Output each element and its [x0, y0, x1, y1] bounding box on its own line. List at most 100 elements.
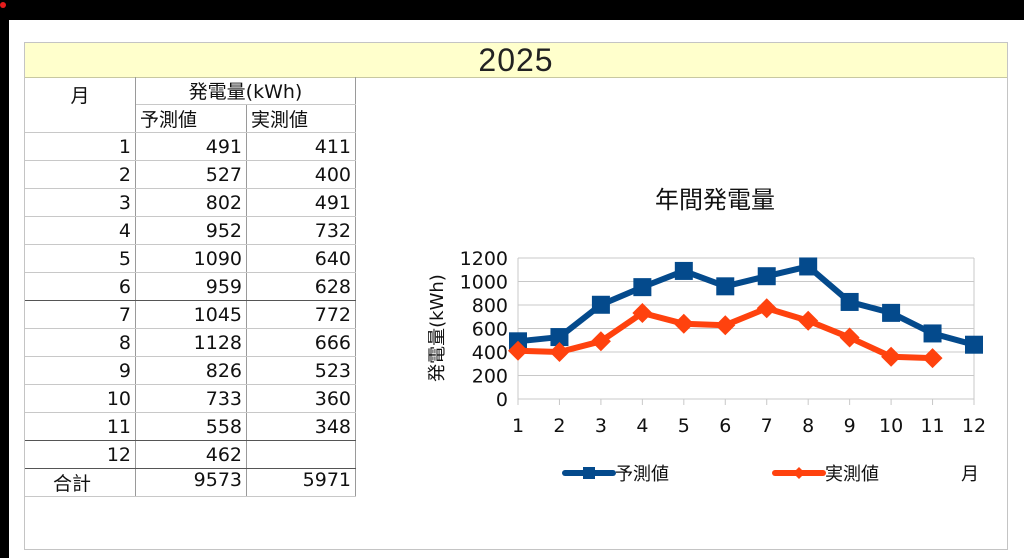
- x-tick-label: 8: [802, 415, 814, 437]
- data-point-square: [550, 328, 569, 347]
- data-point-diamond: [673, 313, 694, 334]
- month-cell[interactable]: 2: [25, 160, 136, 189]
- data-point-square: [674, 261, 693, 280]
- data-point-diamond: [632, 302, 653, 323]
- report-frame: 2025 月 発電量(kWh) 予測値 実測値 1 491 411 2 527 400 3 8…: [24, 42, 1008, 550]
- forecast-cell[interactable]: 733: [135, 384, 247, 413]
- table-row: 1 491 411: [25, 132, 356, 161]
- x-tick-label: 2: [553, 415, 565, 437]
- actual-cell[interactable]: 628: [246, 272, 356, 301]
- data-point-diamond: [839, 327, 860, 348]
- x-tick-label: 3: [595, 415, 607, 437]
- table-row: 9 826 523: [25, 356, 356, 385]
- y-tick-label: 1200: [460, 248, 508, 270]
- table-row: 4 952 732: [25, 216, 356, 245]
- forecast-cell[interactable]: 802: [135, 188, 247, 217]
- data-point-square: [716, 277, 735, 296]
- month-cell[interactable]: 12: [25, 440, 136, 469]
- actual-header: 実測値: [246, 104, 356, 133]
- x-tick-label: 11: [920, 415, 944, 437]
- x-tick-label: 5: [678, 415, 690, 437]
- x-tick-label: 6: [719, 415, 731, 437]
- total-label[interactable]: 合計: [25, 468, 136, 497]
- red-marker-dot: [0, 2, 6, 8]
- month-cell[interactable]: 8: [25, 328, 136, 357]
- forecast-cell[interactable]: 959: [135, 272, 247, 301]
- x-tick-label: 12: [962, 415, 986, 437]
- actual-cell[interactable]: 400: [246, 160, 356, 189]
- data-point-square: [965, 335, 983, 354]
- forecast-cell[interactable]: 1045: [135, 300, 247, 329]
- data-point-square: [840, 292, 859, 311]
- data-point-diamond: [715, 315, 736, 336]
- total-row: 合計 9573 5971: [25, 468, 356, 497]
- month-cell[interactable]: 11: [25, 412, 136, 441]
- group-header: 発電量(kWh): [135, 77, 356, 105]
- legend-label: 実測値: [825, 464, 879, 485]
- table-row: 8 1128 666: [25, 328, 356, 357]
- chart-title: 年間発電量: [655, 186, 775, 214]
- month-cell[interactable]: 9: [25, 356, 136, 385]
- data-point-diamond: [922, 348, 943, 369]
- data-point-square: [591, 295, 610, 314]
- actual-cell[interactable]: 523: [246, 356, 356, 385]
- data-point-diamond: [798, 310, 819, 331]
- table-row: 10 733 360: [25, 384, 356, 413]
- actual-cell[interactable]: 732: [246, 216, 356, 245]
- forecast-cell[interactable]: 527: [135, 160, 247, 189]
- forecast-cell[interactable]: 952: [135, 216, 247, 245]
- actual-cell[interactable]: 640: [246, 244, 356, 273]
- x-tick-label: 10: [879, 415, 903, 437]
- actual-cell[interactable]: [246, 440, 356, 469]
- table-row: 2 527 400: [25, 160, 356, 189]
- actual-cell[interactable]: 348: [246, 412, 356, 441]
- table-row: 12 462: [25, 440, 356, 469]
- x-tick-label: 1: [512, 415, 524, 437]
- actual-cell[interactable]: 491: [246, 188, 356, 217]
- actual-cell[interactable]: 411: [246, 132, 356, 161]
- x-tick-label: 7: [761, 415, 773, 437]
- forecast-cell[interactable]: 462: [135, 440, 247, 469]
- table-row: 6 959 628: [25, 272, 356, 301]
- table-row: 7 1045 772: [25, 300, 356, 329]
- forecast-cell[interactable]: 491: [135, 132, 247, 161]
- table-row: 3 802 491: [25, 188, 356, 217]
- forecast-cell[interactable]: 558: [135, 412, 247, 441]
- table-row: 11 558 348: [25, 412, 356, 441]
- total-forecast[interactable]: 9573: [135, 468, 247, 497]
- month-cell[interactable]: 6: [25, 272, 136, 301]
- y-axis-label: 発電量(kWh): [427, 274, 448, 382]
- data-point-diamond: [590, 331, 611, 352]
- x-axis-label: 月: [961, 464, 979, 485]
- month-cell[interactable]: 7: [25, 300, 136, 329]
- x-tick-label: 4: [636, 415, 648, 437]
- actual-cell[interactable]: 772: [246, 300, 356, 329]
- month-header: 月: [25, 77, 136, 133]
- y-tick-label: 200: [472, 366, 508, 388]
- year-title: 2025: [25, 42, 1007, 78]
- x-tick-label: 9: [844, 415, 856, 437]
- y-tick-label: 1000: [460, 272, 508, 294]
- y-tick-label: 0: [496, 389, 508, 411]
- forecast-cell[interactable]: 826: [135, 356, 247, 385]
- data-point-square: [882, 303, 901, 322]
- series-line: [517, 263, 975, 348]
- forecast-cell[interactable]: 1090: [135, 244, 247, 273]
- data-point-square: [799, 257, 818, 276]
- forecast-cell[interactable]: 1128: [135, 328, 247, 357]
- month-cell[interactable]: 10: [25, 384, 136, 413]
- month-cell[interactable]: 1: [25, 132, 136, 161]
- data-point-square: [633, 278, 652, 297]
- data-point-diamond: [756, 298, 777, 319]
- data-point-square: [757, 267, 776, 286]
- total-actual[interactable]: 5971: [246, 468, 356, 497]
- actual-cell[interactable]: 360: [246, 384, 356, 413]
- y-tick-label: 600: [472, 319, 508, 341]
- data-point-diamond: [549, 342, 570, 362]
- table-row: 5 1090 640: [25, 244, 356, 273]
- actual-cell[interactable]: 666: [246, 328, 356, 357]
- month-cell[interactable]: 3: [25, 188, 136, 217]
- month-cell[interactable]: 4: [25, 216, 136, 245]
- month-cell[interactable]: 5: [25, 244, 136, 273]
